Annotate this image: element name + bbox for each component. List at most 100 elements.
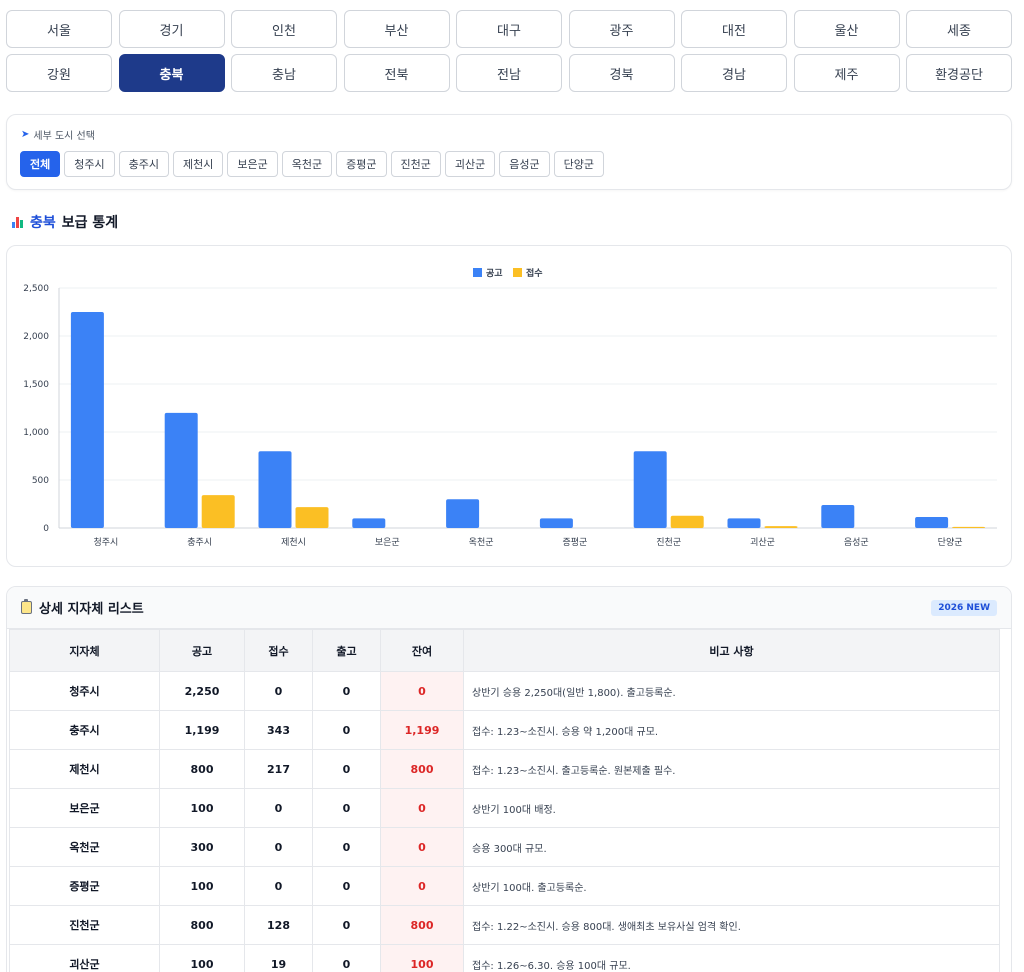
list-title: 상세 지자체 리스트 (21, 598, 144, 617)
city-chip[interactable]: 괴산군 (444, 151, 496, 177)
navigation-arrow-icon: ➤ (21, 129, 30, 140)
table-cell: 0 (312, 710, 381, 750)
region-button[interactable]: 환경공단 (906, 54, 1012, 92)
table-row: 청주시 2,250 0 0 0 상반기 승용 2,250대(일반 1,800). 출고등록… (9, 671, 1000, 711)
bar-applied (295, 507, 329, 528)
x-tick-label: 음성군 (844, 537, 869, 548)
table-cell: 800 (380, 749, 464, 789)
city-chip[interactable]: 증평군 (336, 151, 387, 177)
table-cell: 0 (380, 788, 464, 828)
table-header-cell: 접수 (244, 629, 313, 672)
bar-chart: 0 500 1,000 1,500 2,000 2,500 청주시 충주시 제천시 보은군 옥천군 증… (23, 267, 997, 548)
table-row: 충주시 1,199 343 0 1,199 접수: 1.23~소진시. 승용 약 1,20… (9, 710, 1000, 750)
bar-chart-icon (12, 216, 24, 228)
bar-notice (633, 451, 667, 528)
sub-city-title: ➤ 세부 도시 선택 (21, 127, 95, 142)
region-button[interactable]: 전북 (343, 54, 450, 92)
detail-table: 지자체 공고 접수 출고 잔여 비고 사항 청주시 2,250 0 0 0 상반기 승용 2,250… (9, 629, 1000, 972)
city-chip[interactable]: 전체 (20, 151, 61, 177)
bar-notice (821, 504, 855, 528)
x-tick-label: 충주시 (187, 537, 212, 548)
bar-notice (727, 518, 761, 528)
table-cell: 0 (244, 827, 313, 867)
table-cell: 1,199 (380, 710, 464, 750)
table-cell: 0 (312, 827, 381, 867)
stats-region: 충북 (30, 215, 56, 231)
table-cell: 0 (312, 749, 381, 789)
region-button[interactable]: 서울 (6, 10, 112, 48)
region-button[interactable]: 대구 (456, 10, 562, 48)
city-chip[interactable]: 음성군 (499, 151, 550, 177)
table-cell: 증평군 (9, 866, 160, 906)
y-tick-label: 1,000 (23, 428, 49, 438)
table-cell: 상반기 100대 배정. (463, 788, 1000, 828)
region-button[interactable]: 충남 (231, 54, 337, 92)
bar-notice (352, 518, 386, 528)
region-button[interactable]: 대전 (681, 10, 787, 48)
city-chip[interactable]: 충주시 (118, 151, 169, 177)
city-chip[interactable]: 보은군 (227, 151, 278, 177)
table-cell: 217 (244, 749, 313, 789)
x-tick-label: 증평군 (562, 537, 587, 548)
table-cell: 0 (244, 866, 313, 906)
region-button[interactable]: 울산 (793, 10, 900, 48)
table-cell: 진천군 (9, 905, 160, 945)
region-button[interactable]: 충북 (118, 54, 225, 92)
clipboard-icon (21, 599, 32, 614)
table-cell: 0 (312, 788, 381, 828)
table-cell: 제천시 (9, 749, 160, 789)
table-cell: 128 (244, 905, 313, 945)
table-header-row: 지자체 공고 접수 출고 잔여 비고 사항 (9, 629, 1000, 672)
y-tick-label: 2,000 (23, 332, 49, 342)
region-button[interactable]: 전남 (456, 54, 562, 92)
y-tick-label: 500 (32, 476, 49, 486)
new-badge: 2026 NEW (931, 599, 997, 616)
sub-city-title-text: 세부 도시 선택 (33, 131, 95, 142)
region-button[interactable]: 경북 (568, 54, 675, 92)
region-button[interactable]: 경기 (118, 10, 225, 48)
table-cell: 100 (159, 866, 245, 906)
city-chip[interactable]: 제천시 (173, 151, 224, 177)
x-tick-label: 옥천군 (469, 537, 494, 548)
table-cell: 0 (380, 671, 464, 711)
city-chip[interactable]: 단양군 (553, 151, 604, 177)
region-button[interactable]: 세종 (906, 10, 1012, 48)
region-button[interactable]: 제주 (793, 54, 900, 92)
table-header-cell: 비고 사항 (463, 629, 1000, 672)
city-chip[interactable]: 옥천군 (281, 151, 333, 177)
region-button[interactable]: 광주 (568, 10, 675, 48)
table-cell: 보은군 (9, 788, 160, 828)
table-cell: 승용 300대 규모. (463, 827, 1000, 867)
bar-applied (201, 495, 235, 528)
region-button[interactable]: 강원 (6, 54, 112, 92)
y-tick-label: 1,500 (23, 380, 49, 390)
city-chip[interactable]: 청주시 (64, 151, 115, 177)
table-row: 진천군 800 128 0 800 접수: 1.22~소진시. 승용 800대. 생애최초… (9, 905, 1000, 945)
table-cell: 청주시 (9, 671, 160, 711)
table-cell: 1,199 (159, 710, 245, 750)
region-button[interactable]: 부산 (343, 10, 450, 48)
legend-label: 공고 (486, 268, 503, 279)
region-button[interactable]: 경남 (681, 54, 787, 92)
table-row: 제천시 800 217 0 800 접수: 1.23~소진시. 출고등록순. 원본제출 필… (9, 749, 1000, 789)
table-cell: 접수: 1.23~소진시. 승용 약 1,200대 규모. (463, 710, 1000, 750)
city-chip[interactable]: 진천군 (390, 151, 441, 177)
table-cell: 괴산군 (9, 944, 160, 972)
stats-heading: 충북 보급 통계 (12, 212, 118, 232)
table-cell: 0 (380, 866, 464, 906)
bar-notice (539, 518, 573, 528)
table-cell: 100 (159, 944, 245, 972)
table-cell: 0 (244, 788, 313, 828)
table-cell: 19 (244, 944, 313, 972)
bar-notice (915, 516, 949, 528)
table-cell: 0 (312, 671, 381, 711)
table-cell: 상반기 100대. 출고등록순. (463, 866, 1000, 906)
table-row: 옥천군 300 0 0 0 승용 300대 규모. (9, 827, 1000, 867)
detail-list-card: 상세 지자체 리스트 2026 NEW 지자체 공고 접수 출고 잔여 비고 사항 청주시… (6, 586, 1012, 972)
table-cell: 100 (380, 944, 464, 972)
bar-notice (258, 451, 292, 528)
region-button[interactable]: 인천 (231, 10, 337, 48)
table-row: 보은군 100 0 0 0 상반기 100대 배정. (9, 788, 1000, 828)
bar-applied (670, 515, 704, 528)
